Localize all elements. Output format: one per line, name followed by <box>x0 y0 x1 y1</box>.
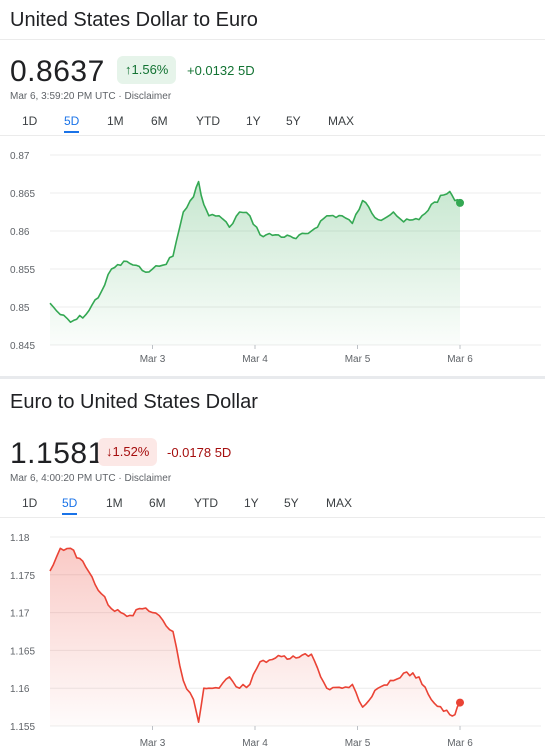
tabs-divider <box>0 135 545 136</box>
usd-eur-title: United States Dollar to Euro <box>10 9 258 31</box>
area-fill <box>50 181 460 345</box>
tab-1y[interactable]: 1Y <box>244 496 259 510</box>
x-tick-label: Mar 6 <box>447 738 473 749</box>
eur-usd-panel: Euro to United States Dollar 1.1581 ↓1.5… <box>0 379 545 752</box>
tab-5d[interactable]: 5D <box>64 114 80 133</box>
tab-1y[interactable]: 1Y <box>246 114 261 128</box>
title-divider <box>0 39 545 40</box>
percent-change-badge: ↑1.56% <box>117 56 177 84</box>
price-line <box>49 547 461 723</box>
current-price-dot <box>456 198 464 207</box>
range-tabs: 1D 5D 1M 6M YTD 1Y 5Y MAX <box>0 496 545 518</box>
y-tick-label: 1.16 <box>10 684 30 695</box>
usd-eur-panel: United States Dollar to Euro 0.8637 ↑1.5… <box>0 9 545 370</box>
y-tick-label: 1.18 <box>10 533 30 544</box>
absolute-change: -0.0178 5D <box>167 445 232 460</box>
x-tick-label: Mar 5 <box>345 738 371 749</box>
y-tick-label: 1.165 <box>10 646 35 657</box>
eur-usd-chart[interactable]: 1.18 1.175 1.17 1.165 1.16 1.155 Mar 3 Mar 4 Mar… <box>0 520 545 752</box>
price-line <box>49 180 461 323</box>
eur-usd-price: 1.1581 <box>10 437 105 470</box>
x-tick-label: Mar 5 <box>345 354 371 365</box>
y-tick-label: 0.85 <box>10 303 30 314</box>
tab-max[interactable]: MAX <box>326 496 353 510</box>
x-tick-label: Mar 4 <box>242 354 268 365</box>
x-tick-label: Mar 3 <box>140 354 166 365</box>
tab-5y[interactable]: 5Y <box>284 496 299 510</box>
tab-ytd[interactable]: YTD <box>194 496 218 510</box>
timestamp-disclaimer[interactable]: Mar 6, 3:59:20 PM UTC · Disclaimer <box>10 91 172 102</box>
tab-1d[interactable]: 1D <box>22 496 38 510</box>
tab-1m[interactable]: 1M <box>107 114 124 128</box>
tab-6m[interactable]: 6M <box>149 496 166 510</box>
tab-1m[interactable]: 1M <box>106 496 123 510</box>
tabs-divider <box>0 517 545 518</box>
percent-change-badge: ↓1.52% <box>98 438 158 466</box>
y-tick-label: 0.865 <box>10 189 35 200</box>
x-tick-label: Mar 4 <box>242 738 268 749</box>
usd-eur-chart[interactable]: 0.87 0.865 0.86 0.855 0.85 0.845 Mar 3 Mar 4 Mar… <box>0 140 545 370</box>
tab-1d[interactable]: 1D <box>22 114 38 128</box>
y-tick-label: 1.17 <box>10 609 30 620</box>
y-tick-label: 0.87 <box>10 151 30 162</box>
section-divider <box>0 376 545 379</box>
y-tick-label: 1.175 <box>10 571 35 582</box>
y-tick-label: 0.845 <box>10 341 35 352</box>
y-tick-label: 1.155 <box>10 722 35 733</box>
x-tick-label: Mar 6 <box>447 354 473 365</box>
tab-6m[interactable]: 6M <box>151 114 168 128</box>
timestamp-disclaimer[interactable]: Mar 6, 4:00:20 PM UTC · Disclaimer <box>10 473 172 484</box>
tab-5y[interactable]: 5Y <box>286 114 301 128</box>
tab-max[interactable]: MAX <box>328 114 355 128</box>
area-fill <box>50 548 460 726</box>
absolute-change: +0.0132 5D <box>187 63 255 78</box>
current-price-dot <box>456 698 464 707</box>
x-tick-label: Mar 3 <box>140 738 166 749</box>
y-tick-label: 0.86 <box>10 227 30 238</box>
usd-eur-price: 0.8637 <box>10 55 105 88</box>
range-tabs: 1D 5D 1M 6M YTD 1Y 5Y MAX <box>0 114 545 136</box>
tab-ytd[interactable]: YTD <box>196 114 220 128</box>
tab-5d[interactable]: 5D <box>62 496 78 515</box>
y-tick-label: 0.855 <box>10 265 35 276</box>
eur-usd-title: Euro to United States Dollar <box>10 391 258 413</box>
